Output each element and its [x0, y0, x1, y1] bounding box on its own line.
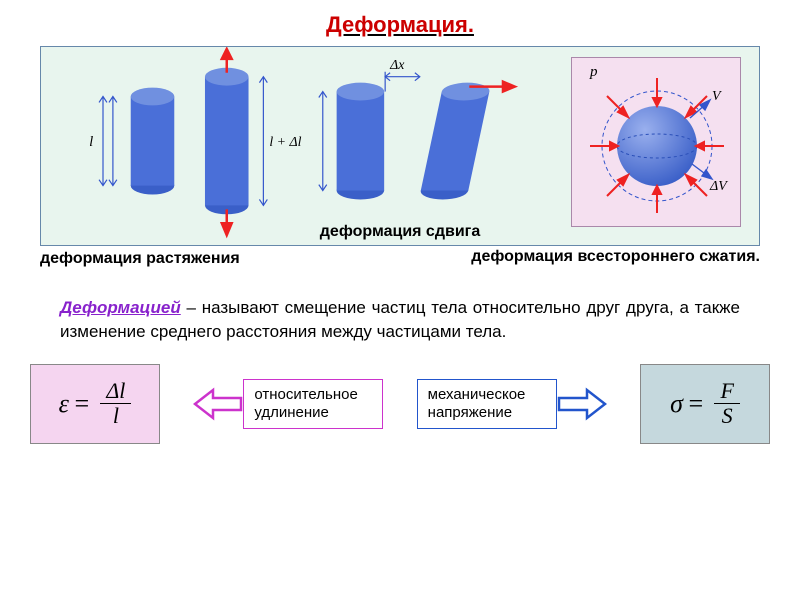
deformation-diagram: l l + Δl [40, 46, 760, 246]
label-v: V [712, 89, 722, 104]
dim-dx [385, 72, 420, 92]
sphere-compression-box: p V ΔV [571, 57, 741, 227]
dim-l [99, 97, 117, 186]
sig-den: S [716, 404, 739, 428]
label-shear: деформация сдвига [320, 223, 480, 241]
arrow-right-icon [557, 386, 607, 422]
sphere-svg: p V ΔV [572, 58, 742, 228]
arrow-left-icon [193, 386, 243, 422]
dim-ldl [259, 77, 267, 206]
label-dv: ΔV [709, 179, 728, 194]
cylinder-3 [337, 83, 385, 200]
formula-epsilon: ε = Δl l [30, 364, 160, 444]
arrow-to-epsilon: относительное удлинение [193, 379, 383, 429]
sig-num: F [714, 379, 739, 404]
cylinder-2 [205, 68, 249, 215]
definition-term: Деформацией [60, 298, 181, 317]
label-ldl: l + Δl [269, 134, 301, 149]
page-title: Деформация. [0, 0, 800, 38]
title-text: Деформация. [326, 12, 474, 37]
eps-lhs: ε [59, 389, 69, 419]
label-p: p [589, 64, 598, 80]
cylinder-1 [131, 88, 175, 195]
cylinder-4 [419, 83, 491, 200]
dim-l3 [319, 92, 327, 191]
formula-sigma: σ = F S [640, 364, 770, 444]
label-elongation: относительное удлинение [243, 379, 383, 429]
label-stress: механическое напряжение [417, 379, 557, 429]
label-dx: Δx [389, 57, 405, 72]
arrow-to-sigma: механическое напряжение [417, 379, 607, 429]
eps-den: l [107, 404, 125, 428]
sig-lhs: σ [670, 389, 683, 419]
eps-num: Δl [100, 379, 131, 404]
definition-paragraph: Деформацией – называют смещение частиц т… [60, 296, 740, 344]
label-l: l [89, 134, 93, 150]
formulas-row: ε = Δl l относительное удлинение механич… [30, 364, 770, 444]
